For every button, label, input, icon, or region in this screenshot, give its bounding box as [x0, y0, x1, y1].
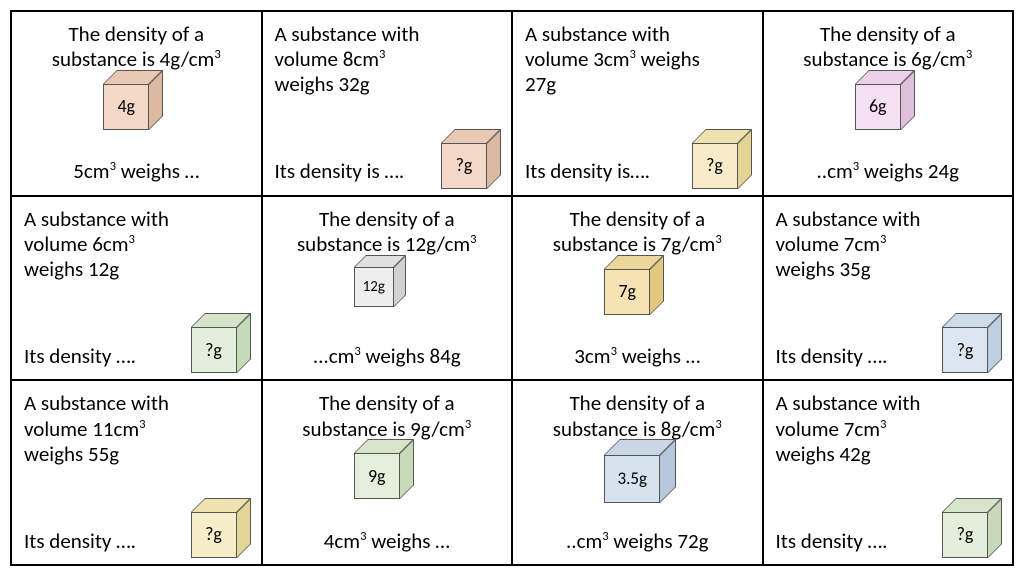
- cube-label: 12g: [354, 267, 394, 307]
- cell-bottom: Its density is ….: [275, 159, 405, 184]
- cube-icon: 3.5g: [604, 439, 664, 499]
- cube-icon: ?g: [441, 129, 501, 189]
- cell-8: A substance withvolume 11cm3weighs 55g It…: [11, 380, 262, 565]
- cell-bottom: Its density ….: [776, 344, 888, 369]
- cell-0: The density of asubstance is 4g/cm3 5cm3 …: [11, 11, 262, 196]
- cell-line: The density of a: [275, 391, 500, 416]
- cell-bottom: ...cm3 weighs 84g: [263, 344, 512, 369]
- cell-line: substance is 8g/cm3: [525, 417, 750, 442]
- cell-line: volume 6cm3: [24, 232, 249, 257]
- cell-bottom: Its density ….: [776, 529, 888, 554]
- cell-line: The density of a: [525, 207, 750, 232]
- cell-text: A substance withvolume 11cm3weighs 55g: [24, 391, 249, 467]
- cell-line: The density of a: [24, 22, 249, 47]
- cell-line: volume 3cm3 weighs: [525, 47, 750, 72]
- cell-text: A substance withvolume 7cm3weighs 42g: [776, 391, 1001, 467]
- cell-1: A substance withvolume 8cm3weighs 32g Its…: [262, 11, 513, 196]
- cell-text: A substance withvolume 8cm3weighs 32g: [275, 22, 500, 98]
- cell-text: The density of asubstance is 4g/cm3: [24, 22, 249, 72]
- cell-line: The density of a: [275, 207, 500, 232]
- cell-bottom: Its density ….: [24, 344, 136, 369]
- cell-line: A substance with: [275, 22, 500, 47]
- cube-label: 6g: [855, 84, 901, 130]
- cell-10: The density of asubstance is 8g/cm3 ..cm3…: [512, 380, 763, 565]
- cell-line: substance is 6g/cm3: [776, 47, 1001, 72]
- cell-bottom: 4cm3 weighs …: [263, 529, 512, 554]
- cell-text: The density of asubstance is 8g/cm3: [525, 391, 750, 441]
- cube-icon: 4g: [103, 70, 163, 130]
- cell-bottom: 5cm3 weighs …: [12, 159, 261, 184]
- cell-6: The density of asubstance is 7g/cm3 3cm3 …: [512, 196, 763, 381]
- cell-5: The density of asubstance is 12g/cm3 ...c…: [262, 196, 513, 381]
- cube-label: 3.5g: [604, 455, 660, 503]
- cell-text: The density of asubstance is 7g/cm3: [525, 207, 750, 257]
- cell-text: The density of asubstance is 12g/cm3: [275, 207, 500, 257]
- cube-icon: ?g: [191, 498, 251, 558]
- cube-label: ?g: [942, 327, 988, 373]
- cell-line: substance is 4g/cm3: [24, 47, 249, 72]
- cube-label: 4g: [103, 84, 149, 130]
- cell-line: 27g: [525, 72, 750, 97]
- cell-line: The density of a: [525, 391, 750, 416]
- cube-icon: 7g: [604, 255, 664, 315]
- cell-text: The density of asubstance is 6g/cm3: [776, 22, 1001, 72]
- cube-label: ?g: [191, 327, 237, 373]
- cube-label: ?g: [942, 512, 988, 558]
- cell-bottom: ..cm3 weighs 72g: [513, 529, 762, 554]
- cell-4: A substance withvolume 6cm3weighs 12g Its…: [11, 196, 262, 381]
- cell-line: weighs 12g: [24, 257, 249, 282]
- cell-text: A substance withvolume 7cm3weighs 35g: [776, 207, 1001, 283]
- cell-text: A substance withvolume 3cm3 weighs27g: [525, 22, 750, 98]
- cell-3: The density of asubstance is 6g/cm3 ..cm3…: [763, 11, 1014, 196]
- cell-line: weighs 35g: [776, 257, 1001, 282]
- cell-text: A substance withvolume 6cm3weighs 12g: [24, 207, 249, 283]
- cube-icon: 9g: [354, 439, 414, 499]
- cell-line: volume 8cm3: [275, 47, 500, 72]
- cell-line: substance is 12g/cm3: [275, 232, 500, 257]
- cell-line: weighs 42g: [776, 442, 1001, 467]
- cell-line: A substance with: [24, 391, 249, 416]
- cell-bottom: ..cm3 weighs 24g: [764, 159, 1013, 184]
- cube-icon: 12g: [354, 255, 414, 315]
- cube-icon: ?g: [942, 498, 1002, 558]
- cell-7: A substance withvolume 7cm3weighs 35g Its…: [763, 196, 1014, 381]
- cube-label: ?g: [692, 143, 738, 189]
- cell-bottom: 3cm3 weighs …: [513, 344, 762, 369]
- cube-icon: ?g: [942, 313, 1002, 373]
- worksheet-grid: The density of asubstance is 4g/cm35cm3 …: [10, 10, 1014, 566]
- cube-label: 9g: [354, 453, 400, 499]
- cube-icon: ?g: [191, 313, 251, 373]
- cell-line: A substance with: [776, 391, 1001, 416]
- cell-bottom: Its density ….: [24, 529, 136, 554]
- cell-line: A substance with: [776, 207, 1001, 232]
- cube-icon: ?g: [692, 129, 752, 189]
- cube-label: ?g: [191, 512, 237, 558]
- cube-icon: 6g: [855, 70, 915, 130]
- cell-line: volume 7cm3: [776, 417, 1001, 442]
- cell-line: substance is 9g/cm3: [275, 417, 500, 442]
- cell-line: volume 7cm3: [776, 232, 1001, 257]
- cell-9: The density of asubstance is 9g/cm3 4cm3 …: [262, 380, 513, 565]
- cell-line: The density of a: [776, 22, 1001, 47]
- cell-bottom: Its density is….: [525, 159, 650, 184]
- cell-text: The density of asubstance is 9g/cm3: [275, 391, 500, 441]
- cell-line: volume 11cm3: [24, 417, 249, 442]
- cell-line: weighs 32g: [275, 72, 500, 97]
- cell-line: A substance with: [24, 207, 249, 232]
- cube-label: 7g: [604, 269, 650, 315]
- cell-line: A substance with: [525, 22, 750, 47]
- cell-11: A substance withvolume 7cm3weighs 42g Its…: [763, 380, 1014, 565]
- cell-line: substance is 7g/cm3: [525, 232, 750, 257]
- cell-line: weighs 55g: [24, 442, 249, 467]
- cell-2: A substance withvolume 3cm3 weighs27g Its…: [512, 11, 763, 196]
- cube-label: ?g: [441, 143, 487, 189]
